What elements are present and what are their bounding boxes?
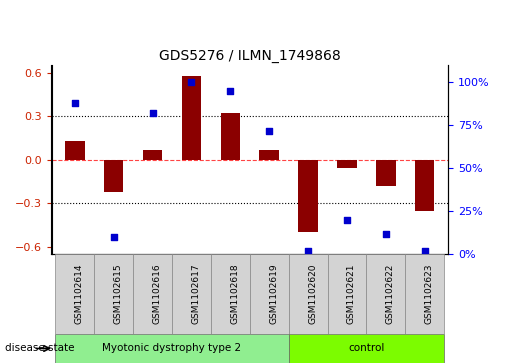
- Text: control: control: [348, 343, 385, 354]
- Text: GSM1102615: GSM1102615: [114, 264, 123, 325]
- FancyBboxPatch shape: [56, 254, 94, 334]
- Title: GDS5276 / ILMN_1749868: GDS5276 / ILMN_1749868: [159, 49, 340, 63]
- FancyBboxPatch shape: [328, 254, 366, 334]
- Bar: [220, 113, 240, 160]
- Bar: [182, 76, 201, 160]
- FancyBboxPatch shape: [366, 254, 405, 334]
- FancyBboxPatch shape: [288, 254, 328, 334]
- Point: [382, 231, 390, 236]
- Bar: [337, 160, 357, 168]
- Bar: [104, 160, 124, 192]
- Bar: [260, 150, 279, 160]
- FancyBboxPatch shape: [172, 254, 211, 334]
- FancyBboxPatch shape: [250, 254, 288, 334]
- Point: [304, 248, 312, 254]
- Bar: [376, 160, 396, 186]
- Text: GSM1102619: GSM1102619: [269, 264, 278, 325]
- Text: Myotonic dystrophy type 2: Myotonic dystrophy type 2: [102, 343, 242, 354]
- Point: [226, 88, 234, 94]
- Text: GSM1102623: GSM1102623: [425, 264, 434, 324]
- FancyBboxPatch shape: [133, 254, 172, 334]
- FancyBboxPatch shape: [405, 254, 444, 334]
- Text: GSM1102617: GSM1102617: [192, 264, 200, 325]
- Bar: [415, 160, 435, 211]
- Text: GSM1102618: GSM1102618: [230, 264, 239, 325]
- FancyBboxPatch shape: [94, 254, 133, 334]
- Point: [421, 248, 429, 254]
- Text: GSM1102621: GSM1102621: [347, 264, 356, 324]
- Point: [343, 217, 351, 223]
- Text: GSM1102620: GSM1102620: [308, 264, 317, 324]
- FancyBboxPatch shape: [56, 334, 288, 363]
- Text: GSM1102622: GSM1102622: [386, 264, 395, 324]
- Point: [148, 110, 157, 116]
- Point: [265, 128, 273, 134]
- Text: disease state: disease state: [5, 343, 75, 354]
- Point: [110, 234, 118, 240]
- FancyBboxPatch shape: [211, 254, 250, 334]
- Point: [71, 100, 79, 106]
- Text: GSM1102616: GSM1102616: [152, 264, 162, 325]
- Bar: [65, 141, 84, 160]
- Point: [187, 79, 196, 85]
- Text: GSM1102614: GSM1102614: [75, 264, 84, 324]
- Bar: [143, 150, 162, 160]
- Bar: [298, 160, 318, 232]
- FancyBboxPatch shape: [288, 334, 444, 363]
